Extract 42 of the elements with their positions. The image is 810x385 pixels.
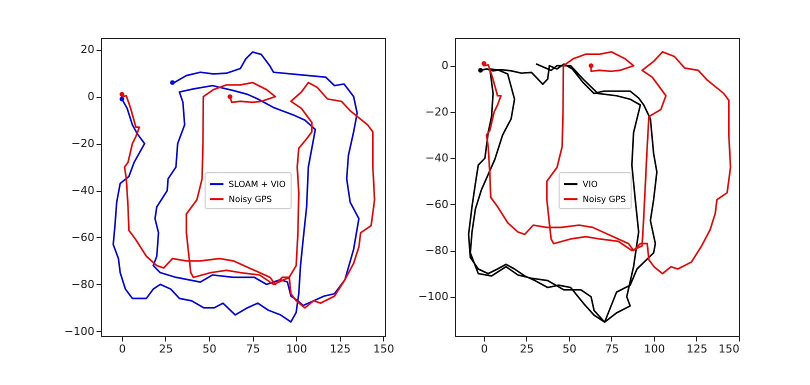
line-series bbox=[121, 82, 376, 309]
x-tick-label: 0 bbox=[480, 342, 488, 356]
y-tick-label: −40 bbox=[71, 184, 94, 198]
point bbox=[228, 94, 232, 99]
legend-label: Noisy GPS bbox=[228, 195, 272, 206]
point bbox=[478, 68, 483, 73]
point bbox=[120, 92, 124, 97]
line-series bbox=[112, 51, 360, 323]
line-series bbox=[468, 63, 658, 323]
x-tick-label: 100 bbox=[644, 342, 665, 356]
point bbox=[482, 61, 486, 66]
x-tick-label: 50 bbox=[202, 342, 217, 356]
y-tick-label: −20 bbox=[71, 137, 94, 150]
x-tick-label: 0 bbox=[118, 342, 126, 356]
x-tick-label: 125 bbox=[686, 342, 708, 356]
legend-label: SLOAM + VIO bbox=[228, 180, 286, 190]
x-tick-label: 125 bbox=[330, 342, 351, 356]
x-tick-label: 25 bbox=[520, 342, 534, 356]
point bbox=[170, 80, 175, 85]
x-tick-label: 75 bbox=[246, 342, 260, 356]
y-tick-label: −100 bbox=[64, 324, 94, 338]
x-tick-label: 50 bbox=[562, 342, 576, 356]
y-tick-label: 20 bbox=[80, 43, 94, 56]
y-tick-label: 0 bbox=[88, 90, 94, 104]
y-tick-label: −80 bbox=[71, 278, 94, 291]
legend-label: Noisy GPS bbox=[582, 195, 626, 206]
x-tick-label: 150 bbox=[718, 342, 740, 356]
x-tick-label: 75 bbox=[604, 342, 619, 356]
y-tick-label: 0 bbox=[442, 59, 448, 72]
y-tick-label: −20 bbox=[425, 105, 448, 118]
x-tick-label: 100 bbox=[286, 342, 308, 356]
point bbox=[588, 63, 594, 68]
line-series bbox=[483, 51, 732, 274]
legend-label: VIO bbox=[582, 180, 598, 190]
y-tick-label: −60 bbox=[71, 230, 94, 244]
x-tick-label: 25 bbox=[158, 342, 173, 356]
point bbox=[120, 96, 124, 102]
y-tick-label: −100 bbox=[418, 290, 448, 304]
y-tick-label: −40 bbox=[425, 152, 448, 165]
x-tick-label: 150 bbox=[373, 342, 394, 356]
y-tick-label: −80 bbox=[425, 244, 448, 258]
y-tick-label: −60 bbox=[425, 198, 448, 211]
